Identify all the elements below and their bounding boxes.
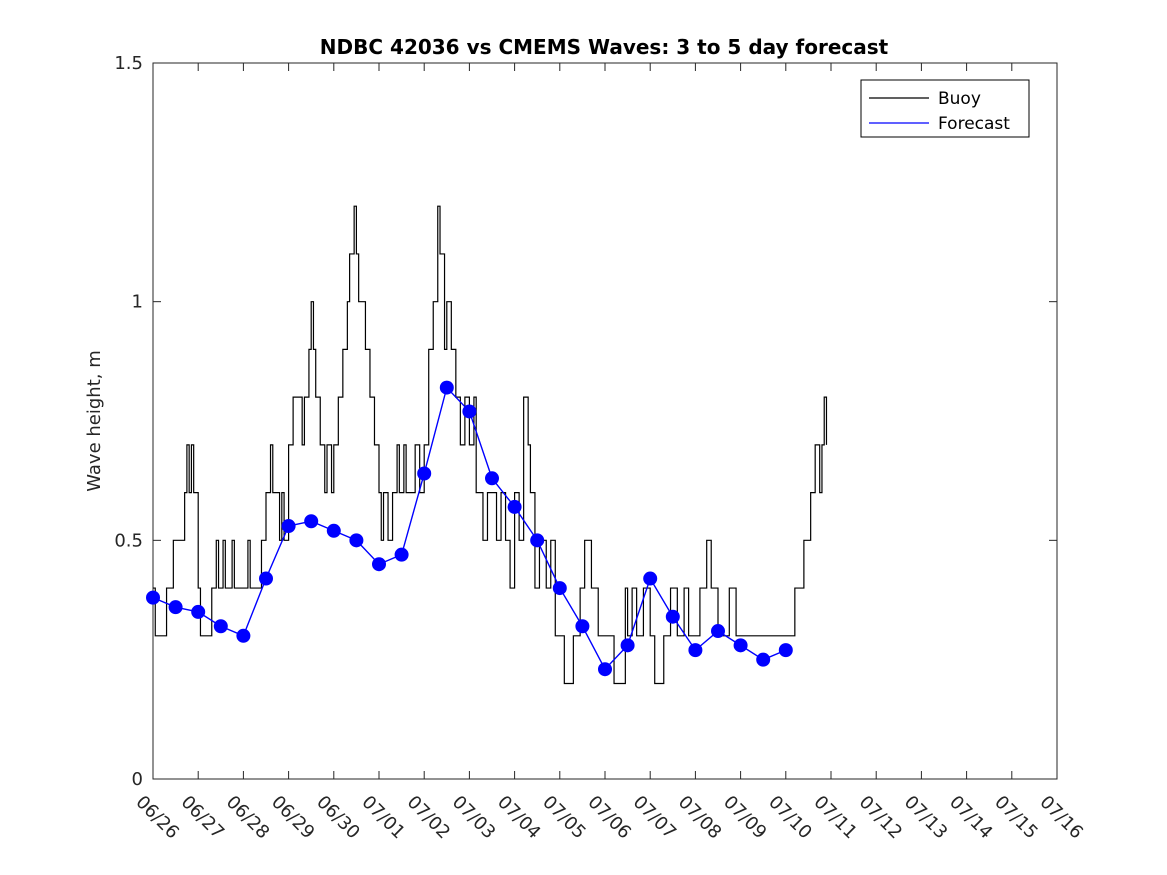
forecast-point bbox=[756, 652, 771, 667]
forecast-point bbox=[575, 619, 590, 634]
plot-area: 00.511.506/2606/2706/2806/2906/3007/0107… bbox=[114, 53, 1087, 843]
forecast-point bbox=[688, 643, 703, 658]
forecast-point bbox=[507, 499, 522, 514]
forecast-point bbox=[213, 619, 228, 634]
y-tick-label: 1.5 bbox=[114, 53, 143, 74]
forecast-point bbox=[778, 643, 793, 658]
forecast-point bbox=[236, 628, 251, 643]
forecast-point bbox=[191, 604, 206, 619]
forecast-point bbox=[462, 404, 477, 419]
plot-frame bbox=[152, 62, 1058, 780]
legend-box bbox=[860, 79, 1030, 138]
forecast-point bbox=[372, 557, 386, 572]
forecast-point bbox=[304, 514, 319, 529]
forecast-point bbox=[326, 523, 341, 538]
legend-buoy-label: Buoy bbox=[938, 89, 981, 109]
series-buoy-line bbox=[153, 205, 828, 685]
forecast-point bbox=[259, 571, 273, 586]
forecast-point bbox=[439, 380, 454, 395]
forecast-point bbox=[485, 471, 499, 486]
forecast-point bbox=[733, 638, 748, 653]
forecast-point bbox=[394, 547, 409, 562]
forecast-point bbox=[620, 638, 635, 653]
forecast-point bbox=[552, 581, 567, 596]
forecast-point bbox=[146, 590, 160, 605]
forecast-point bbox=[598, 662, 612, 677]
forecast-point bbox=[168, 600, 183, 615]
forecast-point bbox=[349, 533, 364, 548]
forecast-point bbox=[643, 571, 658, 586]
y-tick-label: 0 bbox=[132, 769, 143, 790]
y-tick-label: 0.5 bbox=[114, 530, 143, 551]
forecast-point bbox=[665, 609, 680, 624]
forecast-point bbox=[530, 533, 545, 548]
legend: Buoy Forecast bbox=[860, 79, 1030, 138]
y-axis-label: Wave height, m bbox=[84, 350, 105, 491]
forecast-point bbox=[417, 466, 432, 481]
legend-forecast-label: Forecast bbox=[938, 114, 1010, 134]
forecast-point bbox=[281, 519, 296, 534]
forecast-point bbox=[711, 624, 725, 639]
y-tick-label: 1 bbox=[132, 292, 143, 313]
chart-title: NDBC 42036 vs CMEMS Waves: 3 to 5 day fo… bbox=[320, 35, 889, 59]
